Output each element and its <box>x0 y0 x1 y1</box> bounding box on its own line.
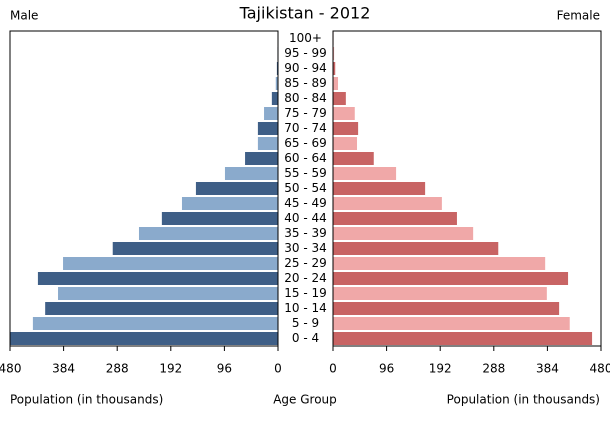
bar <box>32 317 279 330</box>
bar <box>333 227 474 240</box>
y-tick-label: 75 - 79 <box>284 106 327 120</box>
bar <box>333 77 339 90</box>
bar <box>264 107 278 120</box>
x-tick-label: 480 <box>590 362 610 376</box>
x-tick-label: 192 <box>159 362 182 376</box>
legend-female: Female <box>557 9 600 23</box>
bar <box>333 122 359 135</box>
panel-frame <box>332 30 602 347</box>
y-tick-label: 45 - 49 <box>284 196 327 210</box>
bar <box>271 92 278 105</box>
x-tick-label: 384 <box>52 362 75 376</box>
y-tick-label: 85 - 89 <box>284 76 327 90</box>
panel-frame <box>9 30 279 347</box>
x-tick-label: 96 <box>217 362 232 376</box>
y-axis-label: Age Group <box>273 393 337 407</box>
y-tick-label: 70 - 74 <box>284 121 327 135</box>
bar <box>333 257 546 270</box>
y-tick-label: 5 - 9 <box>292 316 319 330</box>
x-axis-label-right: Population (in thousands) <box>447 393 600 407</box>
y-tick-label: 10 - 14 <box>284 301 327 315</box>
bar <box>333 47 335 60</box>
bar <box>333 212 457 225</box>
x-tick-label: 480 <box>0 362 21 376</box>
bar <box>181 197 278 210</box>
bar <box>161 212 278 225</box>
bar <box>333 197 442 210</box>
bar <box>224 167 278 180</box>
bar <box>333 242 499 255</box>
x-tick-label: 288 <box>482 362 505 376</box>
bar <box>37 272 278 285</box>
y-tick-label: 95 - 99 <box>284 46 327 60</box>
bar <box>275 77 278 90</box>
bar <box>10 332 278 345</box>
y-tick-label: 15 - 19 <box>284 286 327 300</box>
y-tick-label: 20 - 24 <box>284 271 327 285</box>
bar <box>333 287 547 300</box>
bar <box>333 272 569 285</box>
bar <box>333 182 426 195</box>
bar <box>333 62 336 75</box>
y-tick-label: 90 - 94 <box>284 61 327 75</box>
bar <box>333 92 346 105</box>
x-tick-label: 288 <box>106 362 129 376</box>
y-tick-label: 0 - 4 <box>292 331 319 345</box>
x-tick-label: 96 <box>379 362 394 376</box>
y-tick-label: 35 - 39 <box>284 226 327 240</box>
bar <box>112 242 278 255</box>
bar <box>45 302 278 315</box>
bar <box>257 122 278 135</box>
x-tick-label: 192 <box>429 362 452 376</box>
x-tick-label: 0 <box>274 362 282 376</box>
bar <box>333 302 560 315</box>
bar <box>276 62 278 75</box>
y-tick-label: 30 - 34 <box>284 241 327 255</box>
bar <box>333 332 593 345</box>
bar <box>245 152 278 165</box>
bar <box>333 152 374 165</box>
bar <box>333 317 570 330</box>
x-tick-label: 0 <box>329 362 337 376</box>
bar <box>63 257 278 270</box>
bar <box>257 137 278 150</box>
bar <box>333 137 358 150</box>
bar <box>195 182 278 195</box>
y-tick-label: 100+ <box>289 31 322 45</box>
bar <box>138 227 278 240</box>
bar <box>333 167 397 180</box>
x-tick-label: 384 <box>536 362 559 376</box>
y-tick-label: 40 - 44 <box>284 211 327 225</box>
y-tick-label: 55 - 59 <box>284 166 327 180</box>
y-tick-label: 50 - 54 <box>284 181 327 195</box>
chart-title: Tajikistan - 2012 <box>239 4 371 23</box>
legend-male: Male <box>10 9 38 23</box>
y-tick-label: 80 - 84 <box>284 91 327 105</box>
bar <box>58 287 279 300</box>
y-tick-label: 25 - 29 <box>284 256 327 270</box>
x-axis-label-left: Population (in thousands) <box>10 393 163 407</box>
bar <box>333 107 355 120</box>
y-tick-label: 65 - 69 <box>284 136 327 150</box>
y-tick-label: 60 - 64 <box>284 151 327 165</box>
